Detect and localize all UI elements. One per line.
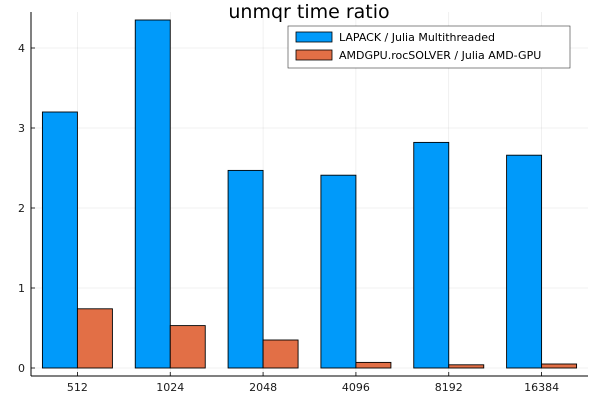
- y-tick-label: 1: [18, 282, 25, 295]
- x-tick-label: 2048: [249, 381, 277, 394]
- bar-lapack-2048: [227, 169, 264, 369]
- axes: [30, 12, 588, 377]
- bar-lapack-512: [41, 111, 78, 369]
- bar-rocsolver-16384: [541, 363, 578, 369]
- x-tick-label: 1024: [156, 381, 184, 394]
- x-tick-label: 16384: [524, 381, 559, 394]
- bar-rocsolver-2048: [262, 339, 299, 369]
- bars: [41, 19, 578, 369]
- legend: LAPACK / Julia Multithreaded AMDGPU.rocS…: [287, 25, 571, 69]
- bar-lapack-8192: [413, 141, 450, 369]
- bar-rocsolver-4096: [355, 361, 392, 369]
- bar-rocsolver-1024: [169, 325, 206, 369]
- y-tick-label: 0: [18, 362, 25, 375]
- y-tick-label: 3: [18, 122, 25, 135]
- bar-lapack-4096: [320, 174, 357, 369]
- y-tick-label: 4: [18, 42, 25, 55]
- bar-lapack-1024: [134, 19, 171, 369]
- legend-label-lapack: LAPACK / Julia Multithreaded: [339, 31, 495, 44]
- x-tick-label: 8192: [435, 381, 463, 394]
- tick-labels: 0 1 2 3 4 512 1024 2048 4096 8192 16384: [18, 42, 559, 394]
- y-tick-label: 2: [18, 202, 25, 215]
- chart-title: unmqr time ratio: [228, 1, 389, 23]
- bar-rocsolver-8192: [448, 364, 485, 369]
- bar-rocsolver-512: [76, 308, 113, 369]
- legend-swatch-lapack: [295, 31, 333, 43]
- legend-swatch-rocsolver: [295, 49, 333, 61]
- x-tick-label: 512: [67, 381, 88, 394]
- bar-lapack-16384: [506, 154, 543, 369]
- x-tick-label: 4096: [342, 381, 370, 394]
- legend-label-rocsolver: AMDGPU.rocSOLVER / Julia AMD-GPU: [339, 49, 541, 62]
- legend-box: [287, 25, 571, 69]
